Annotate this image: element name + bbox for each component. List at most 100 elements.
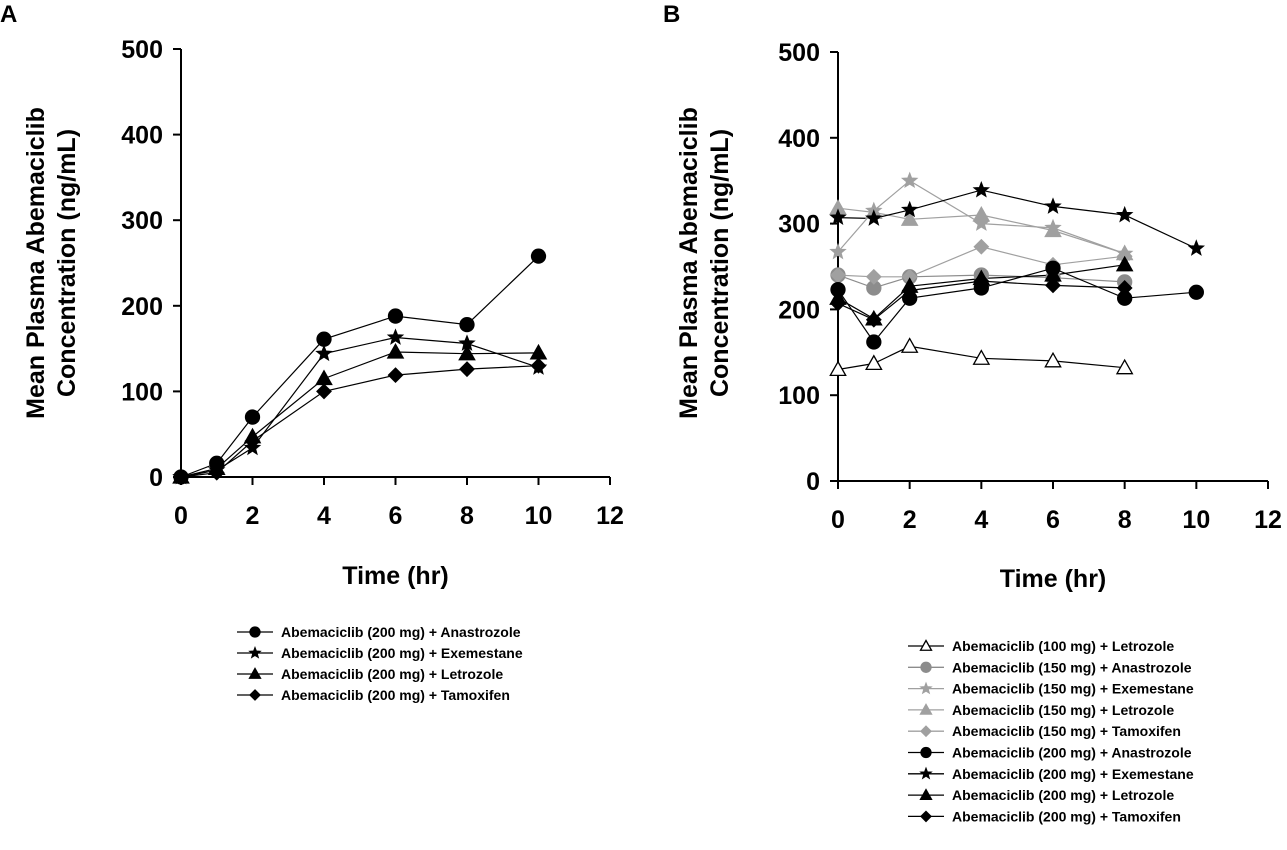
data-point	[387, 308, 404, 324]
legend-label: Abemaciclib (200 mg) + Letrozole	[952, 787, 1174, 803]
x-tick-label: 8	[1118, 506, 1132, 534]
x-tick-label: 10	[525, 502, 553, 530]
y-tick-label: 500	[778, 39, 820, 67]
legend-marker	[919, 681, 933, 695]
data-point	[973, 273, 990, 290]
x-tick-label: 4	[974, 506, 988, 534]
y-tick-label: 100	[121, 378, 163, 406]
legend-marker	[249, 626, 261, 638]
data-point	[530, 248, 547, 264]
series-line-9	[837, 280, 1125, 321]
data-point	[173, 469, 189, 485]
data-point	[900, 210, 919, 226]
x-tick-label: 6	[389, 502, 403, 530]
y-tick-label: 500	[121, 36, 163, 64]
legend-label: Abemaciclib (100 mg) + Letrozole	[952, 638, 1174, 654]
data-point	[386, 343, 405, 359]
data-point	[316, 331, 332, 347]
data-point	[865, 268, 882, 285]
y-tick-label: 400	[121, 122, 163, 150]
y-tick-label: 200	[121, 293, 163, 321]
legend-label: Abemaciclib (200 mg) + Exemestane	[281, 645, 523, 661]
y-axis-title-line: Mean Plasma Abemaciclib	[22, 107, 50, 419]
x-tick-label: 8	[460, 502, 474, 530]
data-point	[386, 328, 405, 345]
x-tick-label: 2	[903, 506, 917, 534]
legend-marker	[919, 703, 933, 715]
data-point	[1044, 351, 1062, 368]
legend-label: Abemaciclib (150 mg) + Letrozole	[952, 702, 1174, 718]
series-line-1	[180, 255, 539, 478]
data-point	[866, 334, 882, 350]
data-point	[459, 361, 475, 378]
data-point	[387, 367, 404, 384]
series-line-3	[180, 351, 539, 478]
x-axis-title: Time (hr)	[342, 562, 449, 590]
x-tick-label: 4	[317, 502, 331, 530]
data-point	[900, 337, 919, 353]
data-point	[900, 171, 919, 189]
legend-label: Abemaciclib (150 mg) + Tamoxifen	[952, 723, 1181, 739]
legend-label: Abemaciclib (150 mg) + Exemestane	[952, 681, 1194, 697]
y-tick-label: 300	[121, 207, 163, 235]
data-point	[1044, 221, 1062, 238]
legend-marker	[249, 689, 261, 701]
x-tick-label: 12	[596, 502, 624, 530]
data-point	[1045, 277, 1061, 294]
data-point	[529, 343, 548, 360]
data-point	[972, 180, 991, 198]
chart-panel-b: 0 100 200 300 400 500 0 2 4 6 8 10 12 Time (hr) Mean P…	[675, 39, 1282, 824]
legend-label: Abemaciclib (200 mg) + Tamoxifen	[952, 808, 1181, 824]
legend-label: Abemaciclib (150 mg) + Anastrozole	[952, 659, 1192, 675]
legend-marker	[919, 766, 933, 780]
data-point	[865, 354, 883, 371]
legend-label: Abemaciclib (200 mg) + Tamoxifen	[281, 687, 510, 703]
legend-marker	[920, 725, 932, 738]
legend-marker	[920, 746, 932, 759]
legend-marker	[919, 639, 933, 651]
data-point	[973, 238, 990, 255]
data-point	[244, 433, 261, 449]
data-point	[829, 360, 847, 377]
y-tick-label: 300	[778, 211, 820, 239]
legend-marker	[248, 667, 262, 679]
data-point	[1115, 358, 1134, 375]
y-tick-label: 200	[778, 296, 820, 324]
data-point	[315, 369, 333, 386]
data-point	[244, 409, 261, 425]
series-line-7	[837, 189, 1197, 250]
x-axis-title: Time (hr)	[1000, 565, 1107, 593]
x-tick-label: 0	[174, 502, 188, 530]
data-point	[316, 383, 332, 400]
chart-panel-a: 0 100 200 300 400 500 0 2 4 6 8 10 12 Time (hr) Mean P…	[22, 36, 624, 703]
legend-label: Abemaciclib (200 mg) + Letrozole	[281, 666, 503, 682]
x-tick-label: 12	[1254, 506, 1282, 534]
panel-label-b: B	[663, 1, 680, 28]
y-axis-title: Mean Plasma Abemaciclib Concentration (ng…	[22, 107, 81, 419]
data-point	[972, 205, 991, 222]
x-tick-label: 6	[1046, 506, 1060, 534]
y-axis-title-line: Concentration (ng/mL)	[53, 129, 81, 397]
data-point	[1187, 239, 1205, 256]
series-line-1	[837, 345, 1125, 371]
legend-marker	[920, 661, 932, 673]
y-axis-title-line: Mean Plasma Abemaciclib	[675, 107, 703, 419]
data-point	[972, 349, 991, 365]
data-point	[315, 344, 333, 362]
data-point	[208, 464, 225, 481]
y-tick-label: 0	[149, 464, 163, 492]
y-tick-label: 400	[778, 125, 820, 153]
data-point	[1188, 284, 1204, 300]
series-line-4	[837, 207, 1125, 255]
legend-marker	[919, 788, 933, 800]
legend-label: Abemaciclib (200 mg) + Anastrozole	[952, 745, 1192, 761]
data-point	[900, 200, 919, 218]
data-point	[901, 282, 918, 299]
data-point	[1116, 280, 1133, 296]
data-point	[865, 311, 882, 328]
data-point	[830, 295, 846, 312]
x-tick-label: 0	[831, 506, 845, 534]
data-point	[829, 242, 847, 260]
y-axis-title-line: Concentration (ng/mL)	[706, 129, 734, 397]
